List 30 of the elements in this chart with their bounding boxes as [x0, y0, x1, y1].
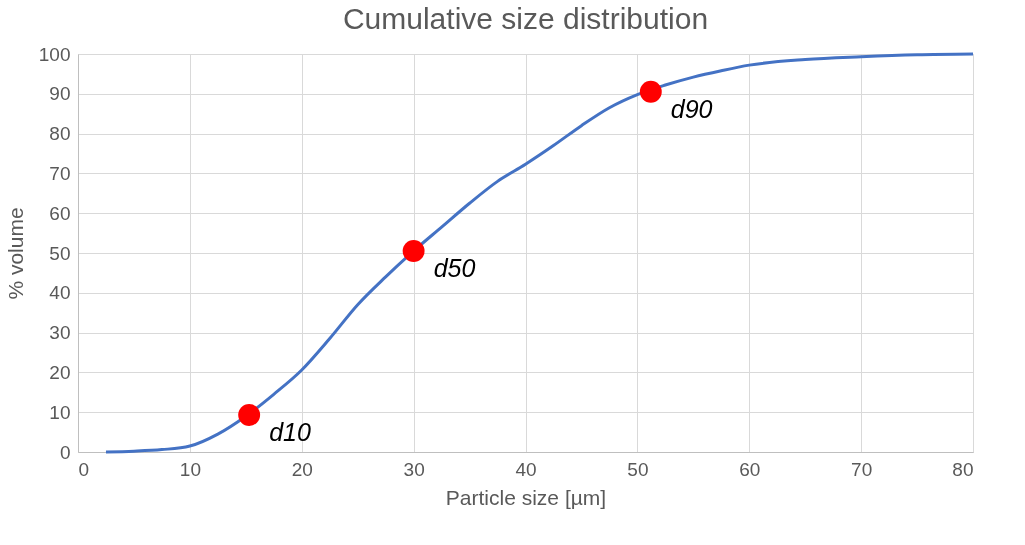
- y-tick-label: 10: [49, 401, 71, 423]
- y-tick-label: 100: [38, 43, 71, 65]
- point: [238, 404, 261, 426]
- x-tick-label: 70: [851, 458, 873, 480]
- annotation: d50: [433, 254, 476, 283]
- x-axis-title: Particle size [µm]: [445, 485, 607, 509]
- line-series: [104, 52, 975, 454]
- chart-title: Cumulative size distribution: [342, 2, 709, 35]
- y-tick-label: 50: [49, 242, 71, 264]
- x-tick-label: 30: [403, 458, 425, 480]
- x-tick-label: 40: [515, 458, 537, 480]
- x-tick-label: 80: [952, 458, 974, 480]
- y-tick-label: 0: [59, 441, 71, 463]
- annotation: d90: [670, 94, 713, 123]
- x-tick-label: 0: [78, 458, 90, 480]
- x-tick-label: 10: [179, 458, 201, 480]
- y-tick-label: 30: [49, 322, 71, 344]
- x-tick-label: 50: [627, 458, 649, 480]
- point: [402, 240, 425, 262]
- y-tick-label: 80: [49, 123, 71, 145]
- y-tick-label: 20: [49, 361, 71, 383]
- y-tick-label: 60: [49, 202, 71, 224]
- y-tick-label: 90: [49, 83, 71, 105]
- x-tick-label: 20: [291, 458, 313, 480]
- y-axis-title: % volume: [3, 207, 27, 300]
- y-tick-label: 40: [49, 282, 71, 304]
- y-tick-label: 70: [49, 162, 71, 184]
- point: [639, 80, 662, 103]
- annotation: d10: [269, 417, 311, 446]
- x-tick-label: 60: [739, 458, 761, 480]
